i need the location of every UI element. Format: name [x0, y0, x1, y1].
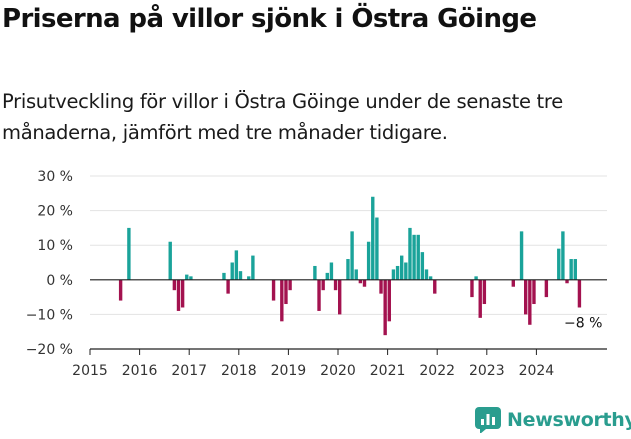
bar-negative [284, 279, 288, 305]
bar-positive [189, 276, 193, 280]
y-tick-label: −20 % [26, 342, 73, 358]
bar-negative [532, 279, 536, 305]
bar-positive [474, 276, 478, 280]
bar-negative [226, 279, 230, 294]
bar-negative [544, 279, 549, 298]
bar-negative [577, 279, 582, 308]
bar-negative [470, 279, 474, 298]
bar-positive [329, 262, 334, 280]
bar-positive [416, 234, 420, 280]
bar-negative [358, 279, 363, 284]
chart-subtitle: Prisutveckling för villor i Östra Göinge… [2, 90, 563, 144]
bar-positive [408, 227, 412, 280]
bar-negative [524, 279, 528, 315]
bar-positive [391, 269, 396, 280]
bar-negative [172, 279, 177, 291]
bar-positive [346, 259, 350, 280]
brand-name: Newsworthy [507, 409, 631, 431]
bar-positive [127, 227, 131, 280]
bar-negative [317, 279, 321, 311]
bar-negative [362, 279, 367, 287]
bar-negative [387, 279, 391, 322]
bar-positive [350, 231, 354, 280]
bar-positive [371, 196, 375, 280]
bar-positive [557, 248, 561, 280]
bar-positive [168, 241, 172, 280]
bar-positive [404, 262, 408, 280]
bar-positive [519, 231, 524, 280]
bar-positive [573, 259, 577, 280]
x-tick-label: 2017 [171, 363, 207, 379]
x-tick-label: 2015 [72, 363, 108, 379]
y-tick-label: 30 % [37, 169, 73, 185]
x-tick-label: 2022 [419, 363, 455, 379]
bar-positive [313, 265, 317, 280]
bar-negative [379, 279, 383, 294]
bar-negative [383, 279, 387, 336]
bar-negative [478, 279, 482, 318]
bar-positive [247, 276, 251, 280]
bar-positive [569, 259, 573, 280]
newsworthy-logo-icon [475, 407, 501, 433]
bar-positive [395, 265, 400, 280]
bar-negative [176, 279, 181, 311]
bar-positive [325, 272, 329, 280]
bar-negative [321, 279, 325, 291]
x-tick-label: 2019 [271, 363, 307, 379]
bar-negative [180, 279, 185, 308]
bar-positive [375, 217, 379, 280]
chart-title: Priserna på villor sjönk i Östra Göinge [2, 4, 537, 34]
bar-negative [333, 279, 338, 291]
newsworthy-logo: Newsworthy [475, 407, 631, 433]
bar-positive [366, 241, 371, 280]
x-tick-label: 2020 [320, 363, 356, 379]
x-tick-label: 2021 [370, 363, 406, 379]
bar-negative [338, 279, 342, 315]
bar-positive [428, 276, 433, 280]
bar-negative [565, 279, 569, 284]
bar-positive [424, 269, 429, 280]
y-tick-label: 20 % [37, 204, 73, 220]
x-tick-label: 2024 [519, 363, 555, 379]
bar-negative [482, 279, 487, 305]
bar-positive [420, 252, 425, 280]
bar-positive [400, 255, 404, 280]
x-tick-label: 2016 [122, 363, 158, 379]
bar-positive [230, 262, 234, 280]
x-tick-label: 2023 [469, 363, 505, 379]
bar-positive [412, 234, 416, 280]
bar-positive [185, 274, 189, 280]
bar-positive [238, 271, 243, 280]
y-tick-label: 10 % [37, 238, 73, 254]
bar-negative [271, 279, 276, 301]
bar-positive [561, 231, 565, 280]
y-tick-label: 0 % [46, 273, 73, 289]
bar-negative [288, 279, 292, 291]
bar-positive [234, 250, 239, 280]
bar-positive [222, 272, 226, 280]
bar-negative [433, 279, 437, 294]
y-tick-label: −10 % [26, 307, 73, 323]
bar-negative [528, 279, 532, 325]
bar-negative [118, 279, 123, 301]
bar-positive [354, 269, 358, 280]
last-value-annotation: −8 % [564, 315, 602, 331]
x-tick-label: 2018 [221, 363, 257, 379]
bar-negative [511, 279, 515, 287]
bar-positive [251, 255, 255, 280]
bar-negative [280, 279, 284, 322]
